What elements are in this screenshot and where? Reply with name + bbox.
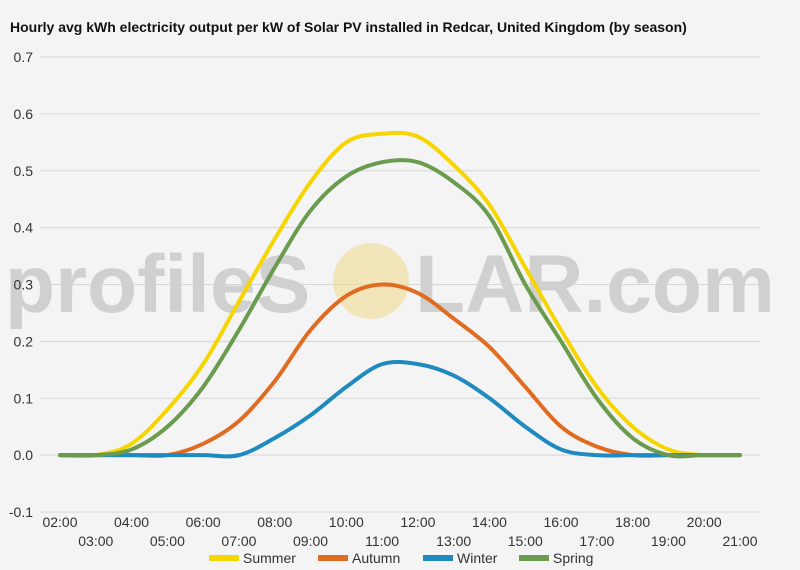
watermark: profileS LAR.com	[5, 239, 775, 330]
y-tick-label: 0.3	[14, 277, 34, 293]
x-tick-label: 16:00	[544, 514, 579, 530]
x-tick-label: 04:00	[114, 514, 149, 530]
series-lines	[58, 130, 742, 459]
y-tick-label: 0.4	[14, 220, 34, 236]
y-tick-label: 0.2	[14, 333, 34, 349]
series-line-spring	[58, 158, 742, 459]
x-tick-label: 17:00	[579, 533, 614, 549]
series-line-summer	[58, 130, 742, 458]
x-tick-label: 06:00	[186, 514, 221, 530]
legend-swatch-autumn	[318, 555, 348, 561]
legend-label: Winter	[457, 550, 498, 566]
x-tick-label: 02:00	[42, 514, 77, 530]
x-tick-label: 18:00	[615, 514, 650, 530]
x-tick-label: 11:00	[365, 533, 399, 549]
x-tick-label: 09:00	[293, 533, 328, 549]
x-tick-label: 13:00	[436, 533, 471, 549]
x-tick-label: 20:00	[687, 514, 722, 530]
x-tick-label: 05:00	[150, 533, 185, 549]
x-tick-label: 07:00	[221, 533, 256, 549]
x-tick-label: 21:00	[722, 533, 757, 549]
watermark-text-left: profileS	[5, 239, 310, 330]
legend-label: Autumn	[352, 550, 400, 566]
x-axis-ticks: 02:0003:0004:0005:0006:0007:0008:0009:00…	[42, 514, 757, 549]
y-tick-label: 0.6	[14, 106, 34, 122]
x-tick-label: 14:00	[472, 514, 507, 530]
legend-label: Summer	[243, 550, 296, 566]
chart-title: Hourly avg kWh electricity output per kW…	[10, 19, 687, 35]
legend-swatch-summer	[209, 555, 239, 561]
x-tick-label: 08:00	[257, 514, 292, 530]
x-tick-label: 10:00	[329, 514, 364, 530]
legend: Summer Autumn Winter Spring	[209, 550, 593, 566]
legend-label: Spring	[553, 550, 593, 566]
watermark-text-right: LAR.com	[415, 239, 775, 330]
y-tick-label: 0.5	[14, 163, 34, 179]
watermark-sun-icon	[333, 243, 409, 319]
x-tick-label: 03:00	[78, 533, 113, 549]
y-tick-label: 0.7	[14, 49, 34, 65]
legend-swatch-winter	[423, 555, 453, 561]
x-tick-label: 15:00	[508, 533, 543, 549]
legend-swatch-spring	[519, 555, 549, 561]
series-line-winter	[58, 359, 742, 459]
x-tick-label: 12:00	[400, 514, 435, 530]
y-tick-label: 0.0	[14, 447, 34, 463]
y-axis-ticks: 0.7 0.6 0.5 0.4 0.3 0.2 0.1 0.0 -0.1	[9, 49, 33, 520]
y-tick-label: 0.1	[14, 390, 34, 406]
y-tick-label: -0.1	[9, 504, 33, 520]
x-tick-label: 19:00	[651, 533, 686, 549]
